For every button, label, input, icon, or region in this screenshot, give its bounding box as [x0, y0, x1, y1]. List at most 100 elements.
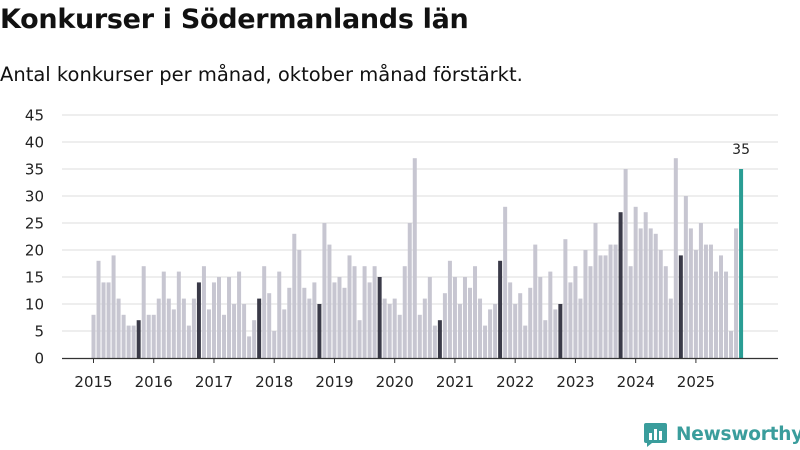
x-tick-label: 2015 [74, 373, 112, 391]
bar [473, 266, 478, 358]
bar [538, 277, 543, 358]
bars [91, 158, 744, 358]
bar [146, 314, 151, 358]
chart-subtitle: Antal konkurser per månad, oktober månad… [0, 63, 523, 86]
x-tick-label: 2024 [617, 373, 655, 391]
bar [708, 244, 713, 358]
y-tick-label: 25 [25, 215, 44, 233]
bar [222, 314, 227, 358]
bar [643, 212, 648, 358]
bar [332, 282, 337, 358]
bar [312, 282, 317, 358]
bar [508, 282, 513, 358]
bar [498, 260, 503, 358]
y-tick-label: 0 [34, 350, 44, 368]
bar [683, 196, 688, 358]
x-tick-label: 2017 [195, 373, 233, 391]
x-tick-label: 2019 [315, 373, 353, 391]
bar [342, 287, 347, 358]
bar [558, 304, 563, 358]
bar [297, 250, 302, 358]
bar [267, 293, 272, 358]
bar [166, 298, 171, 358]
bar [302, 287, 307, 358]
bar [608, 244, 613, 358]
bar [156, 298, 161, 358]
bar [176, 271, 181, 358]
latest-value-label: 35 [732, 142, 750, 158]
bar [638, 228, 643, 358]
bar [217, 277, 221, 358]
y-tick-label: 30 [25, 188, 44, 206]
bar [452, 277, 457, 358]
bar [578, 298, 583, 358]
bar [407, 223, 412, 358]
bar [633, 206, 638, 358]
bar [211, 282, 216, 358]
bar [483, 325, 488, 358]
bar [272, 331, 277, 358]
bar [262, 266, 267, 358]
bar [252, 320, 257, 358]
bar [442, 293, 447, 358]
bar [287, 287, 292, 358]
bar [613, 244, 618, 358]
bar [618, 212, 623, 358]
bar [372, 266, 377, 358]
bar [317, 304, 322, 358]
bar [377, 277, 382, 358]
bar [432, 325, 437, 358]
bar [417, 314, 422, 358]
y-tick-label: 40 [25, 134, 44, 152]
bar [397, 314, 402, 358]
bar [523, 325, 528, 358]
bar [543, 320, 548, 358]
bar [206, 309, 211, 358]
bar [678, 255, 683, 358]
bar [673, 158, 678, 358]
bar [292, 233, 297, 358]
bar [648, 228, 653, 358]
bar [277, 271, 282, 358]
x-tick-label: 2020 [376, 373, 414, 391]
y-tick-label: 10 [25, 296, 44, 314]
newsworthy-logo-icon [644, 422, 667, 447]
y-axis-ticks: 0 5 10 15 20 25 30 35 40 45 [25, 107, 44, 368]
bar [387, 304, 392, 358]
bar [347, 255, 352, 358]
bar [488, 309, 493, 358]
x-tick-label: 2016 [135, 373, 173, 391]
bar [242, 304, 247, 358]
bar [427, 277, 432, 358]
bar [447, 260, 452, 358]
bar [568, 282, 573, 358]
bar [593, 223, 598, 358]
x-tick-label: 2018 [255, 373, 293, 391]
bar [719, 255, 723, 358]
bar [101, 282, 106, 358]
bar [111, 255, 116, 358]
bar [603, 255, 608, 358]
bar [201, 266, 206, 358]
bar [548, 271, 553, 358]
bar [141, 266, 146, 358]
bar [457, 304, 462, 358]
x-tick-label: 2025 [677, 373, 715, 391]
bar [382, 298, 387, 358]
newsworthy-brand: Newsworthy [643, 421, 800, 447]
chart-title: Konkurser i Södermanlands län [0, 4, 469, 35]
bar [131, 325, 136, 358]
x-axis: 2015 2016 2017 2018 2019 2020 2021 2022 2023 2024… [62, 357, 778, 391]
bar [96, 260, 101, 358]
bar [171, 309, 176, 358]
bar [227, 277, 232, 358]
bar [693, 250, 698, 358]
brand-name: Newsworthy [676, 423, 800, 445]
y-tick-label: 35 [25, 161, 44, 179]
x-tick-label: 2022 [496, 373, 534, 391]
bar [196, 282, 201, 358]
y-tick-label: 45 [25, 107, 44, 125]
y-tick-label: 20 [25, 242, 44, 260]
bar [703, 244, 708, 358]
